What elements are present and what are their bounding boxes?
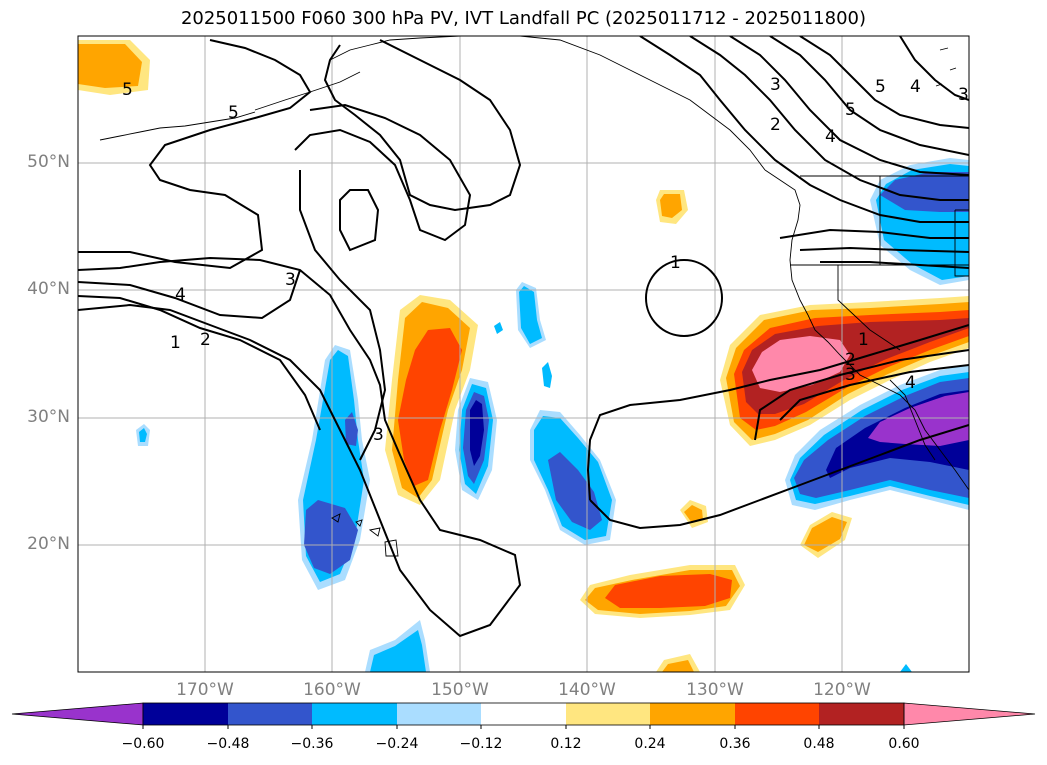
lon-label: 140°W: [558, 680, 616, 700]
lon-label: 150°W: [431, 680, 489, 700]
lat-label: 20°N: [27, 534, 70, 554]
contour-label: 4: [175, 285, 186, 305]
contour-label: 2: [200, 330, 211, 350]
contour-label: 4: [910, 77, 921, 97]
colorbar-extend-min: [11, 702, 144, 726]
colorbar-segment: [819, 703, 904, 725]
contour-label: 1: [170, 333, 181, 353]
lon-label: 120°W: [813, 680, 871, 700]
colorbar-tick-label: 0.12: [550, 736, 582, 752]
contour-label: 4: [825, 127, 836, 147]
colorbar: [11, 702, 1036, 729]
colorbar-tick-label: 0.24: [634, 736, 666, 752]
coastlines: [99, 36, 969, 557]
lon-label: 160°W: [303, 680, 361, 700]
contour-label: 3: [770, 75, 781, 95]
colorbar-segment: [650, 703, 735, 725]
contour-label: 5: [875, 77, 886, 97]
colorbar-tick-label: −0.48: [206, 736, 250, 752]
contour-label: 1: [670, 253, 681, 273]
colorbar-extend-max: [903, 702, 1036, 726]
contour-label: 3: [845, 365, 856, 385]
contour-label: 5: [845, 100, 856, 120]
colorbar-segment: [312, 703, 397, 725]
colorbar-segment: [735, 703, 819, 725]
lat-label: 40°N: [27, 279, 70, 299]
colorbar-tick-label: 0.48: [803, 736, 835, 752]
colorbar-segment: [228, 703, 312, 725]
map-frame: [77, 35, 970, 673]
contour-label: 3: [285, 270, 296, 290]
colorbar-segment: [143, 703, 228, 725]
lon-label: 170°W: [176, 680, 234, 700]
contour-label: 4: [905, 373, 916, 393]
contour-label: 3: [958, 85, 969, 105]
colorbar-tick-label: −0.24: [375, 736, 419, 752]
colorbar-tick-label: −0.60: [121, 736, 165, 752]
colorbar-tick-label: 0.36: [719, 736, 751, 752]
lat-label: 50°N: [27, 152, 70, 172]
colorbar-tick-label: −0.12: [459, 736, 503, 752]
colorbar-segment: [397, 703, 481, 725]
map-gridlines: [78, 36, 969, 672]
contour-label: 5: [228, 103, 239, 123]
map-title: 2025011500 F060 300 hPa PV, IVT Landfall…: [180, 8, 867, 29]
colorbar-tick-label: −0.36: [290, 736, 334, 752]
contour-label: 2: [845, 350, 856, 370]
contour-label-group: 5 5 4 3 1 2 3 1 3 2 4 5 3 4 5 1 2 3 4: [122, 75, 969, 445]
contour-label: 2: [770, 115, 781, 135]
lat-label: 30°N: [27, 407, 70, 427]
contour-label: 5: [122, 80, 133, 100]
colorbar-segment: [566, 703, 650, 725]
ivt-anomaly-fill: [78, 40, 969, 672]
contour-label: 1: [858, 330, 869, 350]
colorbar-tick-label: 0.60: [888, 736, 920, 752]
contour-label: 3: [373, 425, 384, 445]
lon-label: 130°W: [686, 680, 744, 700]
pv-contours: [78, 36, 969, 638]
colorbar-segment: [481, 703, 566, 725]
